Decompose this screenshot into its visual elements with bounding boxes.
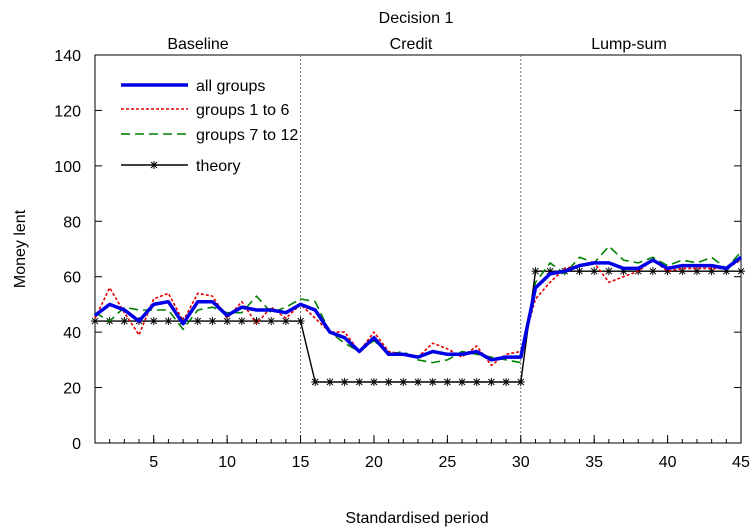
series-line <box>94 245 742 364</box>
series-line <box>95 270 741 383</box>
x-tick-label: 20 <box>365 454 383 471</box>
series-point-marker <box>238 317 246 325</box>
series-theory <box>91 267 745 387</box>
series-point-marker <box>282 317 290 325</box>
series-point-marker <box>253 317 260 325</box>
legend-label: groups 7 to 12 <box>196 127 298 144</box>
legend-label: groups 1 to 6 <box>196 102 290 119</box>
phase-labels: Baseline Credit Lump-sum <box>167 36 666 53</box>
y-axis-label: Money lent <box>12 209 29 288</box>
series-point-marker <box>370 378 378 386</box>
series-point-marker <box>517 378 525 386</box>
y-tick-label: 0 <box>72 436 81 453</box>
series-point-marker <box>590 267 598 275</box>
series-point-marker <box>267 317 275 325</box>
series-line <box>93 255 743 362</box>
series-point-marker <box>209 317 216 325</box>
series-point-marker <box>399 378 407 386</box>
x-tick-label: 45 <box>732 454 750 471</box>
series-point-marker <box>223 317 231 325</box>
legend: all groups groups 1 to 6 groups 7 to 12 the… <box>121 78 298 175</box>
y-tick-label: 80 <box>63 214 81 231</box>
series-point-marker <box>722 267 730 275</box>
series-layer <box>91 245 745 387</box>
series-point-marker <box>355 378 363 386</box>
series-point-marker <box>649 267 657 275</box>
series-groups-7-to-12 <box>94 245 742 364</box>
phase-dividers <box>300 55 522 443</box>
legend-marker <box>150 161 158 169</box>
series-point-marker <box>341 378 348 386</box>
series-point-marker <box>414 378 422 386</box>
y-tick-label: 60 <box>63 270 81 287</box>
series-point-marker <box>532 267 539 275</box>
phase-label: Lump-sum <box>591 36 667 53</box>
series-point-marker <box>150 317 158 325</box>
series-point-marker <box>488 378 495 386</box>
legend-label: all groups <box>196 78 265 95</box>
x-tick-label: 25 <box>438 454 456 471</box>
series-point-marker <box>326 378 334 386</box>
series-point-marker <box>444 378 451 386</box>
series-point-marker <box>194 317 202 325</box>
series-all-groups <box>93 255 743 362</box>
phase-label: Credit <box>390 36 433 53</box>
y-tick-label: 120 <box>54 103 81 120</box>
series-point-marker <box>91 317 99 325</box>
y-axis: 0 20 40 60 80 100 120 140 <box>54 48 741 453</box>
y-tick-label: 40 <box>63 325 81 342</box>
phase-label: Baseline <box>167 36 228 53</box>
x-axis: 5 10 15 20 25 30 35 40 45 <box>94 435 750 471</box>
x-tick-label: 40 <box>659 454 677 471</box>
series-point-marker <box>311 378 319 386</box>
chart-title: Decision 1 <box>379 10 454 27</box>
series-point-marker <box>429 378 437 386</box>
series-point-marker <box>502 378 510 386</box>
series-point-marker <box>473 378 481 386</box>
x-tick-label: 15 <box>292 454 310 471</box>
x-tick-label: 30 <box>512 454 530 471</box>
series-point-marker <box>737 267 745 275</box>
series-point-marker <box>576 267 583 275</box>
series-point-marker <box>165 317 172 325</box>
x-axis-label: Standardised period <box>345 510 488 527</box>
x-tick-label: 5 <box>149 454 158 471</box>
x-tick-label: 10 <box>218 454 236 471</box>
series-point-marker <box>458 378 466 386</box>
y-tick-label: 100 <box>54 159 81 176</box>
series-point-marker <box>385 378 392 386</box>
series-point-marker <box>546 267 554 275</box>
x-tick-label: 35 <box>585 454 603 471</box>
series-point-marker <box>605 267 613 275</box>
legend-label: theory <box>196 158 240 175</box>
y-tick-label: 20 <box>63 381 81 398</box>
y-tick-label: 140 <box>54 48 81 65</box>
series-point-marker <box>297 317 304 325</box>
series-point-marker <box>121 317 128 325</box>
